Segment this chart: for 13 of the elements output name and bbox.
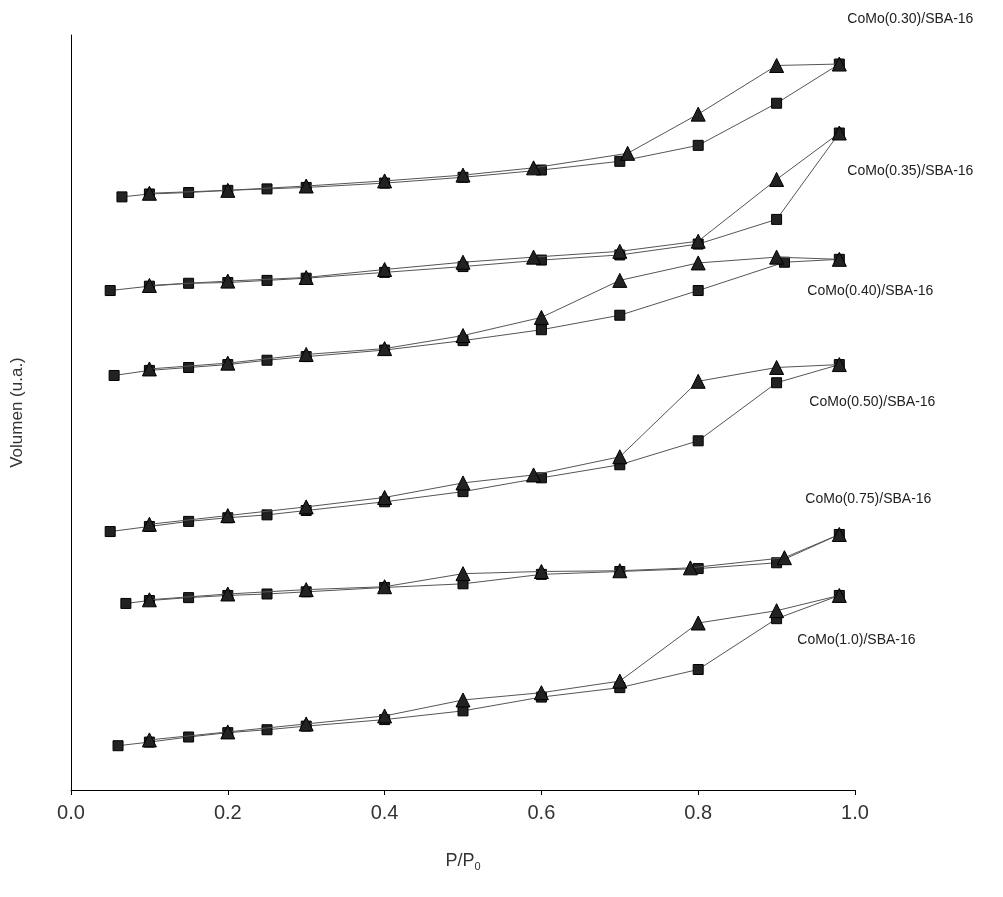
x-tick-label: 0.6 — [527, 801, 556, 823]
x-tick-label: 0.4 — [370, 801, 399, 823]
y-axis-title: Volumen (u.a.) — [7, 357, 26, 468]
x-tick-label: 0.8 — [684, 801, 713, 823]
x-tick-label: 0.0 — [57, 801, 85, 823]
text: CoMo(0.30)/SBA-16 — [847, 10, 974, 27]
text: CoMo(0.75)/SBA-16 — [805, 490, 932, 507]
series-label: CoMo(0.40)/SBA-16 — [807, 282, 934, 299]
x-tick-label: 1.0 — [841, 801, 869, 823]
series-label: CoMo(1.0)/SBA-16 — [797, 631, 916, 648]
x-tick-label: 0.2 — [213, 801, 242, 823]
series-label: CoMo(0.50)/SBA-16 — [809, 392, 936, 409]
series-label: CoMo(0.35)/SBA-16 — [847, 162, 974, 178]
